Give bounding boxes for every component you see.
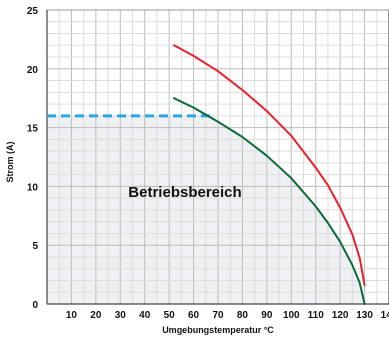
x-tick-label: 90 — [261, 310, 273, 321]
y-tick-label: 0 — [32, 300, 38, 311]
series-curve-red-curve — [173, 44, 366, 287]
x-tick-label: 50 — [164, 310, 176, 321]
x-tick-label: 80 — [237, 310, 249, 321]
series-curve-green-curve — [173, 97, 366, 305]
y-tick-label: 5 — [32, 241, 38, 252]
x-tick-label: 10 — [66, 310, 78, 321]
x-tick-label: 100 — [283, 310, 300, 321]
x-tick-label: 130 — [356, 310, 373, 321]
x-tick-label: 60 — [188, 310, 200, 321]
series-layer — [173, 44, 366, 305]
x-axis-label: Umgebungstemperatur °C — [162, 325, 274, 335]
tick-layer: 10 20 30 40 50 60 70 80 90 100 110 120 130 140 0 5 10 15 2… — [27, 6, 389, 321]
y-tick-label: 10 — [27, 182, 39, 193]
y-axis-label: Strom (A) — [5, 142, 15, 183]
x-tick-label: 30 — [115, 310, 127, 321]
region-label: Betriebsbereich — [128, 184, 241, 201]
y-tick-label: 20 — [27, 65, 39, 76]
x-tick-label: 20 — [90, 310, 102, 321]
x-tick-label: 40 — [139, 310, 151, 321]
x-tick-label: 110 — [308, 310, 325, 321]
x-tick-label: 120 — [332, 310, 349, 321]
x-tick-label: 140 — [381, 310, 389, 321]
y-tick-label: 15 — [27, 124, 39, 135]
x-tick-label: 70 — [212, 310, 224, 321]
y-tick-label: 25 — [27, 6, 39, 17]
grid-layer — [46, 9, 389, 305]
